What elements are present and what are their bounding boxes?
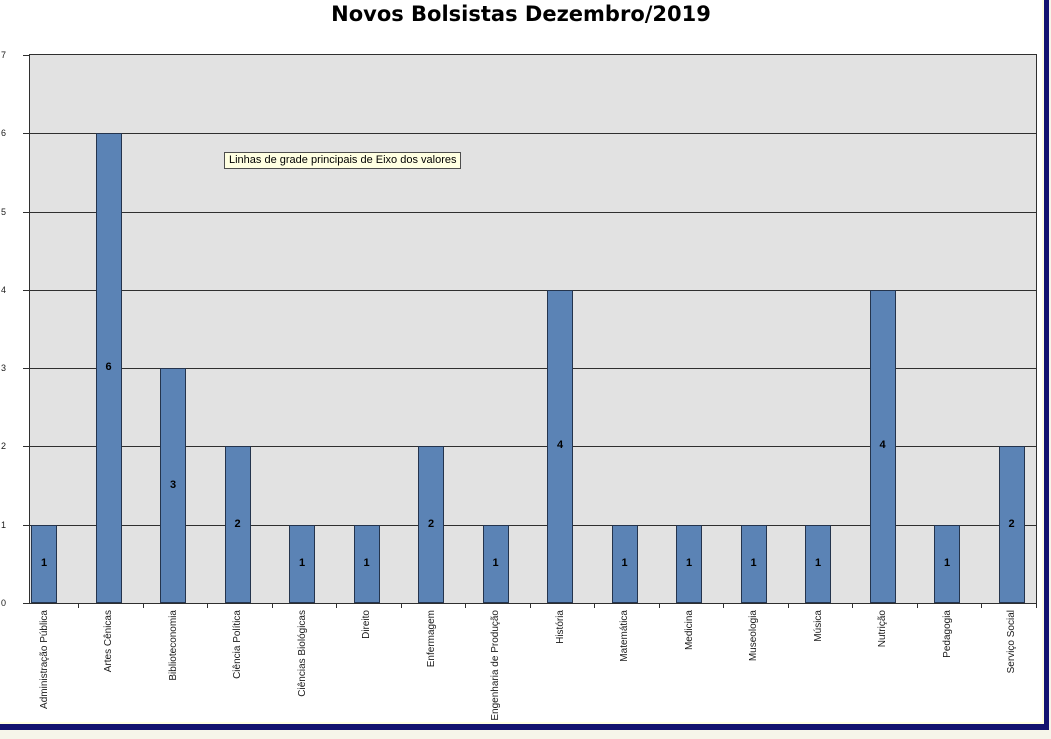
bar[interactable]: 3 [160,368,186,603]
x-category-label: Nutrição [877,610,888,648]
x-category-label: Enfermagem [425,610,437,668]
y-tick-label: 1 [1,519,7,530]
x-category-label: Medicina [683,610,695,651]
window-inner-strip-bottom [0,722,1044,724]
bar-value-label: 1 [621,556,628,569]
x-category-label: Ciências Biológicas [296,610,308,697]
x-category-label: Artes Cênicas [103,610,114,673]
bar[interactable]: 2 [224,446,251,603]
x-category-label: Pedagogia [941,610,953,658]
bar-value-label: 2 [1008,517,1015,530]
x-axis-tick [787,604,789,608]
y-axis-tick [23,133,29,135]
y-axis-tick [23,55,29,56]
y-tick-label: 0 [1,598,7,608]
x-category-label: Direito [361,610,372,639]
x-axis-tick [142,604,144,608]
bar[interactable]: 4 [547,289,573,603]
x-axis-tick [271,604,273,608]
major-gridline[interactable] [30,289,1036,291]
y-axis-tick [23,446,29,448]
y-axis-tick [23,211,29,213]
x-category-label: Música [812,610,824,642]
bar[interactable]: 1 [482,524,509,603]
x-axis-tick [852,604,853,608]
bar[interactable]: 1 [676,524,702,603]
window-inner-strip-right [1042,0,1044,724]
bar[interactable]: 1 [611,524,638,603]
bar-value-label: 2 [427,517,435,530]
x-axis-tick [916,604,918,608]
bar-value-label: 4 [879,439,886,452]
bar[interactable]: 4 [869,289,896,603]
x-axis-tick [529,604,531,608]
y-tick-label: 7 [1,50,7,60]
y-axis-tick [23,368,29,370]
y-tick-label: 6 [1,128,7,139]
major-gridline[interactable] [30,133,1036,135]
bar-value-label: 1 [814,556,822,569]
window-border-bottom [0,724,1049,730]
x-axis-tick [981,604,982,608]
bar[interactable]: 2 [998,446,1025,603]
window-border-right [1044,0,1049,730]
bar-value-label: 2 [234,517,241,530]
x-category-label: Ciência Política [232,610,243,679]
bar-value-label: 6 [105,361,112,374]
y-axis-tick [23,289,29,291]
x-category-label: Matemática [619,610,630,662]
bar[interactable]: 2 [418,446,444,603]
x-axis-tick [207,604,208,608]
y-tick-label: 3 [1,363,7,374]
bar-value-label: 4 [556,439,564,452]
y-axis-tick [23,603,29,604]
gridlines-tooltip: Linhas de grade principais de Eixo dos v… [224,152,462,169]
x-category-label: Engenharia de Produção [490,610,501,721]
bar-value-label: 1 [750,556,757,569]
x-axis-tick [723,604,724,608]
bar[interactable]: 1 [740,524,767,603]
y-axis-tick [23,524,29,526]
x-category-label: História [554,610,566,644]
bar[interactable]: 1 [805,524,831,603]
bar-value-label: 1 [492,556,499,569]
x-category-label: Serviço Social [1006,610,1017,674]
chart-title[interactable]: Novos Bolsistas Dezembro/2019 [331,2,711,26]
bar-value-label: 3 [169,478,177,491]
x-category-label: Museologia [748,610,759,662]
x-category-label: Biblioteconomia [167,610,179,681]
bar[interactable]: 6 [95,133,122,603]
x-axis-tick [594,604,595,608]
major-gridline[interactable] [30,524,1036,526]
major-gridline[interactable] [30,368,1036,370]
bar[interactable]: 1 [289,524,315,603]
y-tick-label: 4 [1,284,7,295]
x-axis-tick [336,604,337,608]
y-tick-label: 5 [1,206,7,217]
x-axis-tick [465,604,466,608]
x-axis-tick [78,604,79,608]
y-tick-label: 2 [1,441,7,452]
bar-value-label: 1 [943,556,951,569]
major-gridline[interactable] [30,446,1036,448]
plot-area[interactable]: 1 6 3 2 1 1 2 1 4 1 1 1 1 4 1 2 [29,54,1037,604]
bar[interactable]: 1 [934,524,960,603]
bar[interactable]: 1 [353,524,380,603]
bar-value-label: 1 [363,556,370,569]
x-axis-tick [400,604,402,608]
major-gridline[interactable] [30,211,1036,213]
bar-value-label: 1 [685,556,693,569]
bar-value-label: 1 [298,556,306,569]
bar[interactable]: 1 [31,524,57,603]
x-category-label: Administração Pública [38,610,50,709]
x-axis-tick [1036,604,1037,608]
bar-value-label: 1 [40,556,48,569]
x-axis-tick [658,604,660,608]
